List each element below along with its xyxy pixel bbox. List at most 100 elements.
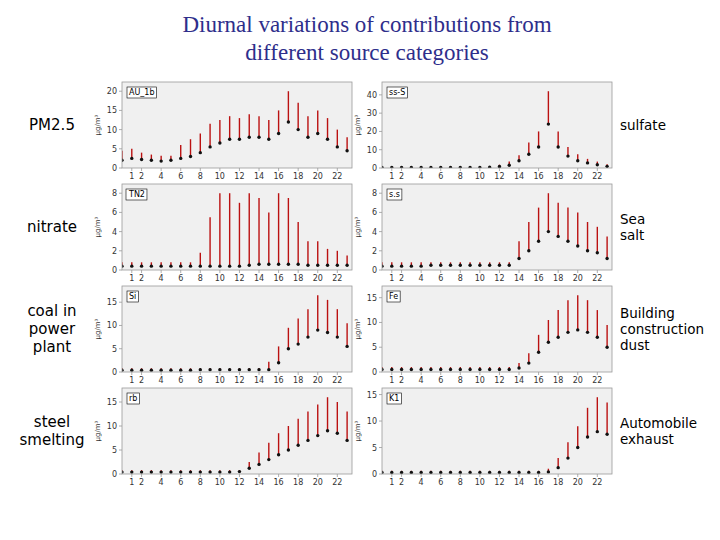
range-line bbox=[297, 222, 298, 264]
range-line bbox=[317, 241, 318, 265]
y-tick bbox=[379, 250, 382, 251]
mean-marker bbox=[248, 467, 251, 470]
mean-marker bbox=[287, 263, 290, 266]
mean-marker bbox=[596, 251, 599, 254]
x-tick bbox=[200, 270, 201, 273]
x-tick bbox=[597, 270, 598, 273]
panel-label-box bbox=[127, 291, 138, 302]
y-tick-label: 20 bbox=[367, 127, 377, 136]
x-tick bbox=[577, 474, 578, 477]
y-tick-label: 0 bbox=[372, 266, 377, 275]
mean-marker bbox=[459, 368, 462, 371]
x-tick-label: 14 bbox=[514, 274, 524, 283]
plot-frame bbox=[382, 286, 612, 372]
mean-marker bbox=[517, 366, 520, 369]
x-tick bbox=[519, 270, 520, 273]
range-line bbox=[518, 241, 519, 258]
y-tick-label: 40 bbox=[367, 91, 377, 100]
y-tick-label: 15 bbox=[367, 391, 377, 400]
mean-marker bbox=[150, 368, 153, 371]
y-tick bbox=[119, 231, 122, 232]
x-tick bbox=[479, 474, 480, 477]
panel: 124681012141618202205101520μg/m³AU_1b bbox=[94, 82, 352, 181]
mean-marker bbox=[208, 368, 211, 371]
panel-label: K1 bbox=[389, 394, 399, 403]
text-line: coal in bbox=[27, 302, 76, 320]
panel-label-box bbox=[387, 87, 407, 98]
x-tick-label: 1 bbox=[389, 478, 394, 487]
range-line bbox=[587, 222, 588, 251]
mean-marker bbox=[257, 463, 260, 466]
x-tick-label: 16 bbox=[534, 478, 544, 487]
mean-marker bbox=[179, 368, 182, 371]
range-line bbox=[317, 295, 318, 330]
mean-marker bbox=[345, 439, 348, 442]
x-tick-label: 8 bbox=[458, 172, 463, 181]
text-line: exhaust bbox=[620, 431, 674, 447]
x-tick bbox=[239, 474, 240, 477]
range-line bbox=[577, 426, 578, 447]
x-tick-label: 2 bbox=[139, 172, 144, 181]
mean-marker bbox=[267, 368, 270, 371]
y-tick bbox=[379, 447, 382, 448]
mean-marker bbox=[439, 264, 442, 267]
x-tick bbox=[317, 372, 318, 375]
y-tick bbox=[119, 426, 122, 427]
panel: 1246810121416182022051015μg/m³rb bbox=[94, 388, 352, 487]
range-line bbox=[597, 227, 598, 253]
x-tick-label: 16 bbox=[274, 274, 284, 283]
mean-marker bbox=[390, 264, 393, 267]
x-tick bbox=[200, 168, 201, 171]
mean-marker bbox=[508, 264, 511, 267]
x-tick-label: 16 bbox=[534, 274, 544, 283]
mean-marker bbox=[439, 368, 442, 371]
range-line bbox=[278, 346, 279, 362]
mean-marker bbox=[586, 331, 589, 334]
mean-marker bbox=[257, 136, 260, 139]
x-tick-label: 16 bbox=[534, 172, 544, 181]
row-label: sulfate bbox=[620, 117, 666, 133]
y-tick bbox=[119, 148, 122, 149]
mean-marker bbox=[179, 264, 182, 267]
mean-marker bbox=[478, 471, 481, 474]
y-tick bbox=[119, 450, 122, 451]
range-line bbox=[346, 137, 347, 150]
range-line bbox=[577, 212, 578, 246]
mean-marker bbox=[517, 471, 520, 474]
x-tick-label: 14 bbox=[254, 478, 264, 487]
plot-area bbox=[382, 286, 612, 372]
mean-marker bbox=[306, 264, 309, 267]
x-tick bbox=[259, 168, 260, 171]
mean-marker bbox=[199, 368, 202, 371]
panel: 1246810121416182022051015μg/m³K1 bbox=[354, 388, 612, 487]
mean-marker bbox=[218, 141, 221, 144]
mean-marker bbox=[238, 368, 241, 371]
x-tick bbox=[577, 270, 578, 273]
data-marks bbox=[122, 397, 349, 474]
y-tick bbox=[379, 297, 382, 298]
x-tick-label: 20 bbox=[573, 172, 583, 181]
plot-frame bbox=[382, 82, 612, 168]
mean-marker bbox=[429, 264, 432, 267]
x-tick-label: 10 bbox=[215, 376, 225, 385]
range-line bbox=[548, 320, 549, 342]
range-line bbox=[200, 133, 201, 152]
x-tick bbox=[479, 372, 480, 375]
x-tick-label: 10 bbox=[475, 478, 485, 487]
y-tick-label: 8 bbox=[112, 189, 117, 198]
y-tick-label: 10 bbox=[107, 321, 117, 330]
range-line bbox=[288, 328, 289, 349]
y-tick bbox=[379, 131, 382, 132]
x-tick bbox=[200, 372, 201, 375]
row-label: Automobileexhaust bbox=[620, 415, 697, 447]
x-tick bbox=[460, 270, 461, 273]
text-line: Automobile bbox=[620, 415, 697, 431]
mean-marker bbox=[296, 444, 299, 447]
panel: 1246810121416182022051015μg/m³Si bbox=[94, 286, 352, 385]
range-line bbox=[548, 193, 549, 231]
x-tick-label: 6 bbox=[438, 172, 443, 181]
range-line bbox=[297, 103, 298, 130]
mean-marker bbox=[556, 466, 559, 469]
figure-title: Diurnal variations of contributions from bbox=[182, 12, 551, 37]
y-tick-label: 6 bbox=[372, 208, 377, 217]
